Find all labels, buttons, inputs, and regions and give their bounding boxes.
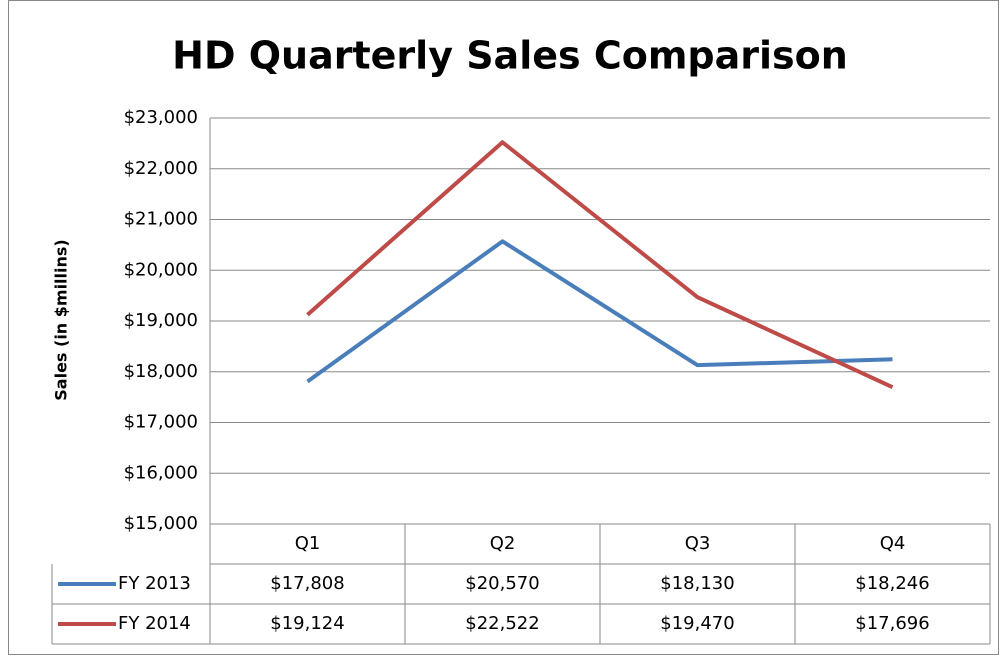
x-tick-label: Q3 <box>685 533 711 554</box>
data-label: $20,570 <box>465 573 539 594</box>
series-line <box>306 140 894 389</box>
x-tick-label: Q2 <box>490 533 516 554</box>
y-tick-label: $23,000 <box>124 107 198 128</box>
y-tick-label: $16,000 <box>124 462 198 483</box>
chart-border <box>8 0 999 655</box>
legend-label: FY 2013 <box>118 573 191 594</box>
y-tick-label: $18,000 <box>124 361 198 382</box>
data-label: $17,808 <box>270 573 344 594</box>
y-tick-label: $15,000 <box>124 513 198 534</box>
x-tick-label: Q1 <box>295 533 321 554</box>
y-tick-label: $19,000 <box>124 310 198 331</box>
chart-title: HD Quarterly Sales Comparison <box>172 34 848 78</box>
data-label: $17,696 <box>855 613 929 634</box>
x-tick-label: Q4 <box>880 533 906 554</box>
y-axis-label: Sales (in $millins) <box>52 239 71 400</box>
series-line <box>306 239 893 384</box>
data-label: $19,470 <box>660 613 734 634</box>
data-label: $18,130 <box>660 573 734 594</box>
y-tick-label: $22,000 <box>124 158 198 179</box>
data-label: $19,124 <box>270 613 344 634</box>
data-label: $22,522 <box>465 613 539 634</box>
y-tick-label: $21,000 <box>124 209 198 230</box>
data-label: $18,246 <box>855 573 929 594</box>
y-tick-label: $20,000 <box>124 259 198 280</box>
legend-label: FY 2014 <box>118 613 191 634</box>
y-tick-label: $17,000 <box>124 412 198 433</box>
